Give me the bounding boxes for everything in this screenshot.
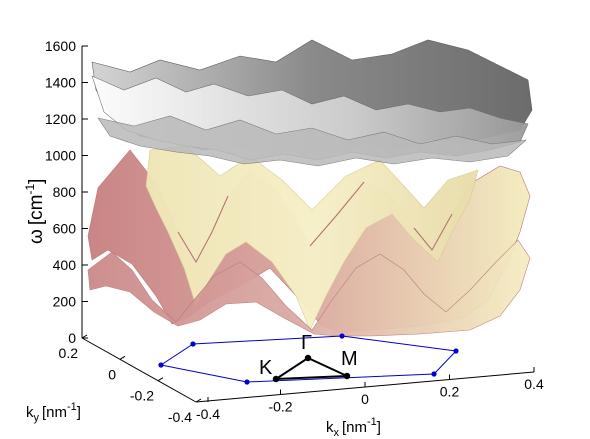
gamma-point-marker [304, 354, 312, 362]
x-axis-base: k [326, 419, 334, 436]
x-tick-label: 0.4 [524, 376, 544, 392]
x-axis-sub: x [334, 427, 340, 439]
x-axis-close: ] [377, 419, 381, 436]
y-tick-mark [157, 377, 164, 382]
bz-vertex-marker [158, 362, 164, 368]
y-tick-mark [81, 334, 88, 339]
brillouin-zone-hexagon [158, 333, 459, 385]
z-tick-label: 0 [68, 330, 76, 346]
z-tick-label: 800 [53, 184, 77, 200]
z-tick-label: 1600 [45, 38, 76, 54]
y-tick-mark [119, 355, 126, 360]
x-tick-label: 0.2 [440, 384, 460, 400]
z-tick-label: 600 [53, 221, 77, 237]
y-tick-label: 0 [108, 366, 116, 382]
x-tick-label: 0 [361, 391, 369, 407]
z-axis-exponent: -1 [23, 184, 37, 195]
optical-branch-surface [91, 39, 533, 167]
floor-axes: -0.4 -0.2 0 0.2 0.4 0.2 0 -0.2 -0.4 [59, 334, 544, 425]
z-tick-label: 1000 [45, 148, 76, 164]
y-axis-unit: [nm [42, 404, 67, 421]
x-tick-label: -0.2 [268, 399, 292, 415]
z-axis-symbol: ω [26, 229, 47, 244]
z-tick-label: 200 [53, 294, 77, 310]
x-axis-label: kx [nm-1] [326, 416, 381, 439]
bz-vertex-marker [244, 379, 250, 385]
k-label: K [259, 357, 273, 379]
z-axis-label: ω [cm-1] [23, 179, 47, 244]
y-axis-close: ] [77, 404, 81, 421]
m-label: M [341, 348, 358, 370]
high-symmetry-path: Γ K M [259, 332, 358, 383]
svg-text:ω[cm-1]: ω [cm-1] [23, 179, 47, 244]
y-axis-label: ky [nm-1] [26, 401, 81, 424]
z-axis-close: ] [26, 179, 47, 184]
y-tick-label: -0.2 [130, 388, 154, 404]
x-axis-exponent: -1 [367, 416, 377, 428]
acoustic-branch-surface [87, 145, 531, 337]
x-tick-label: -0.4 [196, 406, 220, 422]
z-axis: 0 200 400 600 800 1000 1200 1400 1600 [45, 38, 88, 346]
y-axis-exponent: -1 [67, 401, 77, 413]
svg-text:ky[nm-1]: ky [nm-1] [26, 401, 81, 424]
x-axis-unit: [nm [342, 419, 367, 436]
bz-vertex-marker [190, 341, 196, 347]
svg-text:kx[nm-1]: kx [nm-1] [326, 416, 381, 439]
z-axis-unit: [cm [26, 195, 47, 226]
bz-vertex-marker [453, 348, 459, 354]
y-tick-label: -0.4 [168, 409, 192, 425]
bz-vertex-marker [339, 333, 345, 339]
gamma-label: Γ [301, 332, 312, 354]
z-tick-label: 400 [53, 257, 77, 273]
k-point-marker [272, 375, 280, 383]
bz-vertex-marker [431, 371, 437, 377]
y-axis-base: k [26, 404, 34, 421]
y-axis-sub: y [34, 412, 40, 424]
z-tick-label: 1400 [45, 75, 76, 91]
m-point-marker [343, 372, 351, 380]
z-tick-label: 1200 [45, 111, 76, 127]
y-tick-label: 0.2 [59, 345, 79, 361]
y-tick-mark [195, 398, 202, 403]
